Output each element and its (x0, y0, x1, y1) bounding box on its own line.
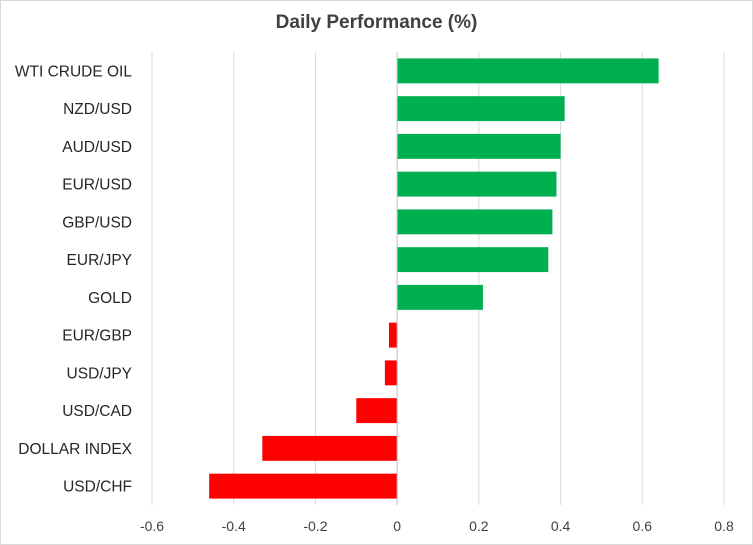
category-label: GBP/USD (62, 214, 132, 231)
bar-eur-usd (397, 171, 557, 197)
category-label: DOLLAR INDEX (18, 441, 132, 458)
x-tick-label: 0.4 (551, 518, 571, 534)
bar-aud-usd (397, 133, 561, 159)
x-tick-label: 0 (393, 518, 401, 534)
bar-wti-crude-oil (397, 58, 659, 84)
x-tick-label: -0.6 (140, 518, 164, 534)
tick-labels: -0.6 -0.4 -0.2 0 0.2 0.4 0.6 0.8 (140, 518, 734, 534)
x-tick-label: 0.2 (469, 518, 489, 534)
gridlines (151, 52, 725, 505)
x-tick-label: 0.6 (633, 518, 653, 534)
bar-usd-jpy (384, 360, 398, 386)
category-label: EUR/JPY (67, 252, 132, 269)
category-label: EUR/USD (62, 177, 132, 194)
category-label: GOLD (88, 290, 132, 307)
category-label: AUD/USD (62, 139, 132, 156)
category-label: EUR/GBP (62, 328, 132, 345)
category-label: USD/JPY (67, 365, 132, 382)
category-labels: WTI CRUDE OIL NZD/USD AUD/USD EUR/USD GBP/US… (15, 63, 133, 495)
bar-nzd-usd (397, 96, 565, 122)
bar-dollar-index (262, 435, 398, 461)
bar-usd-cad (356, 398, 398, 424)
bars (209, 58, 659, 499)
chart-title: Daily Performance (%) (276, 12, 478, 33)
bar-gold (397, 284, 483, 310)
x-tick-label: 0.8 (714, 518, 734, 534)
bar-eur-jpy (397, 247, 549, 273)
bar-eur-gbp (388, 322, 398, 348)
x-tick-label: -0.2 (303, 518, 327, 534)
x-tick-label: -0.4 (222, 518, 246, 534)
category-label: WTI CRUDE OIL (15, 63, 132, 80)
category-label: USD/CHF (63, 479, 132, 496)
bar-gbp-usd (397, 209, 553, 235)
bar-usd-chf (209, 473, 398, 499)
category-label: USD/CAD (62, 403, 132, 420)
category-label: NZD/USD (63, 101, 132, 118)
